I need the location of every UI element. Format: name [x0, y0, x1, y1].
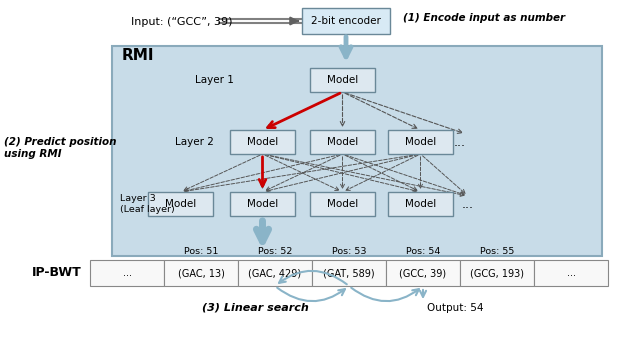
Bar — [460, 260, 534, 286]
Text: Pos: 54: Pos: 54 — [406, 247, 440, 256]
Text: Model: Model — [165, 199, 196, 209]
Bar — [230, 192, 295, 216]
Bar — [238, 260, 312, 286]
Text: ...: ... — [454, 135, 466, 148]
Text: (GAT, 589): (GAT, 589) — [323, 268, 375, 278]
Text: (GAC, 13): (GAC, 13) — [177, 268, 225, 278]
Text: ...: ... — [566, 268, 575, 278]
Bar — [302, 8, 390, 34]
Text: IP-BWT: IP-BWT — [32, 266, 82, 279]
Text: (GCC, 39): (GCC, 39) — [399, 268, 447, 278]
Text: Pos: 55: Pos: 55 — [480, 247, 514, 256]
Text: Model: Model — [405, 199, 436, 209]
Bar — [112, 46, 602, 256]
Text: Model: Model — [247, 199, 278, 209]
Text: Model: Model — [327, 137, 358, 147]
Text: Model: Model — [405, 137, 436, 147]
Text: Pos: 52: Pos: 52 — [258, 247, 292, 256]
Text: Layer 1: Layer 1 — [195, 75, 234, 85]
Bar — [310, 130, 375, 154]
Bar — [534, 260, 608, 286]
Text: Model: Model — [327, 75, 358, 85]
Text: (3) Linear search: (3) Linear search — [202, 303, 308, 313]
Text: Model: Model — [247, 137, 278, 147]
Bar — [388, 130, 453, 154]
Bar — [148, 192, 213, 216]
Text: (GAC, 429): (GAC, 429) — [248, 268, 301, 278]
Text: Pos: 51: Pos: 51 — [184, 247, 218, 256]
Bar — [230, 130, 295, 154]
Text: (2) Predict position
using RMI: (2) Predict position using RMI — [4, 137, 116, 159]
Text: Output: 54: Output: 54 — [427, 303, 483, 313]
Bar — [164, 260, 238, 286]
Text: (1) Encode input as number: (1) Encode input as number — [403, 13, 565, 23]
Bar — [90, 260, 164, 286]
Text: RMI: RMI — [122, 48, 154, 63]
Text: Pos: 53: Pos: 53 — [332, 247, 366, 256]
Text: 2-bit encoder: 2-bit encoder — [311, 16, 381, 26]
Bar — [386, 260, 460, 286]
Text: Model: Model — [327, 199, 358, 209]
Text: Input: (“GCC”, 39): Input: (“GCC”, 39) — [131, 17, 233, 27]
Bar — [388, 192, 453, 216]
Text: ...: ... — [122, 268, 131, 278]
Text: Layer 3
(Leaf layer): Layer 3 (Leaf layer) — [120, 194, 175, 214]
Text: Layer 2: Layer 2 — [175, 137, 214, 147]
Bar — [312, 260, 386, 286]
Text: ...: ... — [462, 198, 474, 211]
Text: (GCG, 193): (GCG, 193) — [470, 268, 524, 278]
Bar — [310, 192, 375, 216]
Bar — [310, 68, 375, 92]
